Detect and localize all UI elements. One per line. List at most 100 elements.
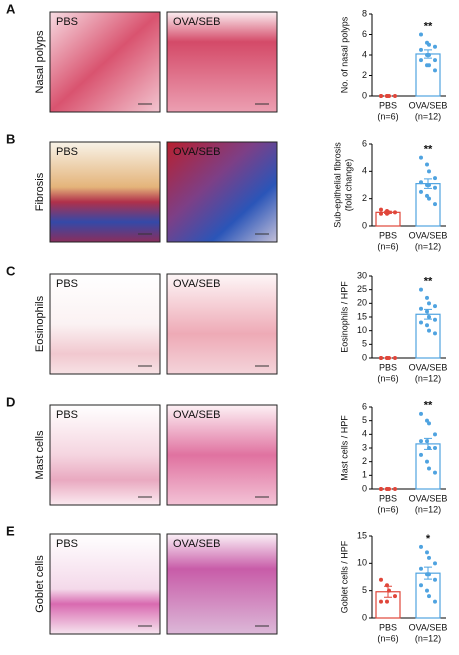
histology-image xyxy=(166,273,278,375)
x-tick-label: PBS xyxy=(379,362,397,372)
data-point xyxy=(419,411,423,416)
y-tick-label: 3 xyxy=(362,442,367,452)
data-point xyxy=(419,320,423,325)
y-axis-label: (fold change) xyxy=(343,159,353,212)
image-label: PBS xyxy=(56,278,78,290)
y-tick-label: 4 xyxy=(362,49,367,59)
histology-image xyxy=(49,141,161,243)
data-point xyxy=(379,487,383,491)
image-label: PBS xyxy=(56,409,78,421)
data-point xyxy=(419,58,423,63)
data-point xyxy=(425,162,429,167)
histology-image xyxy=(166,533,278,635)
y-tick-label: 30 xyxy=(357,270,367,280)
x-tick-note: (n=12) xyxy=(415,633,441,643)
data-point xyxy=(425,309,429,314)
data-point xyxy=(427,446,431,450)
y-axis-label: Goblet cells / HPF xyxy=(339,540,349,613)
x-tick-label: PBS xyxy=(379,230,397,240)
y-tick-label: 5 xyxy=(362,339,367,349)
image-label: OVA/SEB xyxy=(173,538,220,550)
y-tick-label: 0 xyxy=(362,352,367,362)
y-tick-label: 10 xyxy=(357,325,367,335)
y-tick-label: 4 xyxy=(362,429,367,439)
data-point xyxy=(427,328,431,333)
data-point xyxy=(385,487,389,491)
data-point xyxy=(425,439,429,444)
y-tick-label: 10 xyxy=(357,558,367,568)
data-point xyxy=(433,185,437,190)
data-point xyxy=(433,432,437,437)
panel-letter: B xyxy=(6,131,15,146)
data-point xyxy=(433,561,437,566)
data-point xyxy=(433,176,437,181)
data-point xyxy=(393,356,397,360)
significance: * xyxy=(426,533,431,545)
data-point xyxy=(427,301,431,306)
y-axis-label: No. of nasal polyps xyxy=(339,16,349,93)
image-label: PBS xyxy=(56,146,78,158)
data-point xyxy=(427,53,431,57)
data-point xyxy=(425,550,429,555)
x-tick-note: (n=6) xyxy=(377,504,398,514)
x-tick-label: OVA/SEB xyxy=(409,622,448,632)
data-point xyxy=(427,196,431,201)
y-tick-label: 5 xyxy=(362,585,367,595)
image-label: OVA/SEB xyxy=(173,409,220,421)
data-point xyxy=(427,169,431,174)
x-tick-label: OVA/SEB xyxy=(409,230,448,240)
data-point xyxy=(393,487,397,491)
data-point xyxy=(393,210,397,215)
y-axis-label: Mast cells / HPF xyxy=(339,415,349,481)
data-point xyxy=(433,599,437,604)
y-tick-label: 0 xyxy=(362,483,367,493)
data-point xyxy=(419,47,423,52)
panel-letter: D xyxy=(6,394,15,409)
image-label: PBS xyxy=(56,16,78,28)
data-point xyxy=(433,304,437,309)
histology-image xyxy=(49,11,161,113)
image-label: OVA/SEB xyxy=(173,16,220,28)
significance: ** xyxy=(424,144,433,156)
data-point xyxy=(433,470,437,475)
data-point xyxy=(387,588,391,593)
bar xyxy=(415,443,441,490)
data-point xyxy=(433,577,437,582)
data-point xyxy=(425,193,429,198)
x-tick-label: OVA/SEB xyxy=(409,100,448,110)
y-tick-label: 5 xyxy=(362,415,367,425)
y-tick-label: 15 xyxy=(357,311,367,321)
data-point xyxy=(379,356,383,360)
row-label: Goblet cells xyxy=(34,555,46,613)
data-point xyxy=(433,44,437,49)
y-tick-label: 2 xyxy=(362,70,367,80)
data-point xyxy=(419,439,423,444)
data-point xyxy=(433,202,437,207)
y-tick-label: 2 xyxy=(362,456,367,466)
data-point xyxy=(419,180,423,185)
y-tick-label: 8 xyxy=(362,8,367,18)
data-point xyxy=(425,295,429,300)
data-point xyxy=(425,418,429,423)
data-point xyxy=(419,583,423,588)
data-point xyxy=(419,452,423,457)
significance: ** xyxy=(424,400,433,412)
data-point xyxy=(433,58,437,63)
significance: ** xyxy=(424,20,433,32)
y-tick-label: 0 xyxy=(362,612,367,622)
x-tick-label: OVA/SEB xyxy=(409,362,448,372)
data-point xyxy=(379,599,383,604)
histology-image xyxy=(166,404,278,506)
image-label: OVA/SEB xyxy=(173,278,220,290)
data-point xyxy=(425,588,429,593)
y-tick-label: 0 xyxy=(362,90,367,100)
y-tick-label: 4 xyxy=(362,166,367,176)
data-point xyxy=(379,577,383,582)
data-point xyxy=(385,599,389,604)
histology-image xyxy=(49,273,161,375)
data-point xyxy=(419,32,423,37)
image-label: PBS xyxy=(56,538,78,550)
data-point xyxy=(433,317,437,322)
data-point xyxy=(419,544,423,549)
data-point xyxy=(427,421,431,426)
